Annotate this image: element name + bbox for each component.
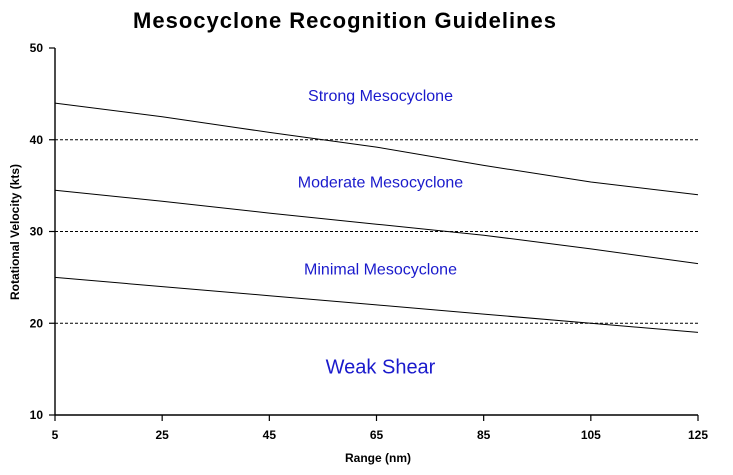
y-tick-label: 10 [30,408,44,422]
y-tick-label: 30 [30,225,44,239]
x-tick-label: 5 [52,428,59,442]
y-tick-label: 50 [30,41,44,55]
x-tick-label: 65 [370,428,384,442]
threshold-lines [54,102,699,333]
chart-title: Mesocyclone Recognition Guidelines [133,8,557,33]
region-label: Weak Shear [326,357,436,379]
x-tick-label: 125 [688,428,708,442]
x-tick-label: 25 [155,428,169,442]
threshold-line-2 [54,189,699,265]
x-tick-label: 85 [477,428,491,442]
x-axis-ticks: 5 25 45 65 85 105 125 [52,415,708,442]
region-labels: Strong Mesocyclone Moderate Mesocyclone Mi… [298,88,464,378]
region-label: Minimal Mesocyclone [304,262,457,279]
region-label: Strong Mesocyclone [308,88,453,105]
y-tick-label: 40 [30,133,44,147]
x-tick-label: 45 [263,428,277,442]
y-axis-ticks: 10 20 30 40 50 [30,41,55,422]
x-tick-label: 105 [581,428,601,442]
y-axis-label: Rotational Velocity (kts) [8,164,22,300]
y-tick-label: 20 [30,316,44,330]
grid-lines [55,139,698,324]
threshold-line-3 [54,276,699,333]
threshold-line-1 [54,102,699,196]
x-axis-label: Range (nm) [345,451,411,465]
region-label: Moderate Mesocyclone [298,174,464,191]
